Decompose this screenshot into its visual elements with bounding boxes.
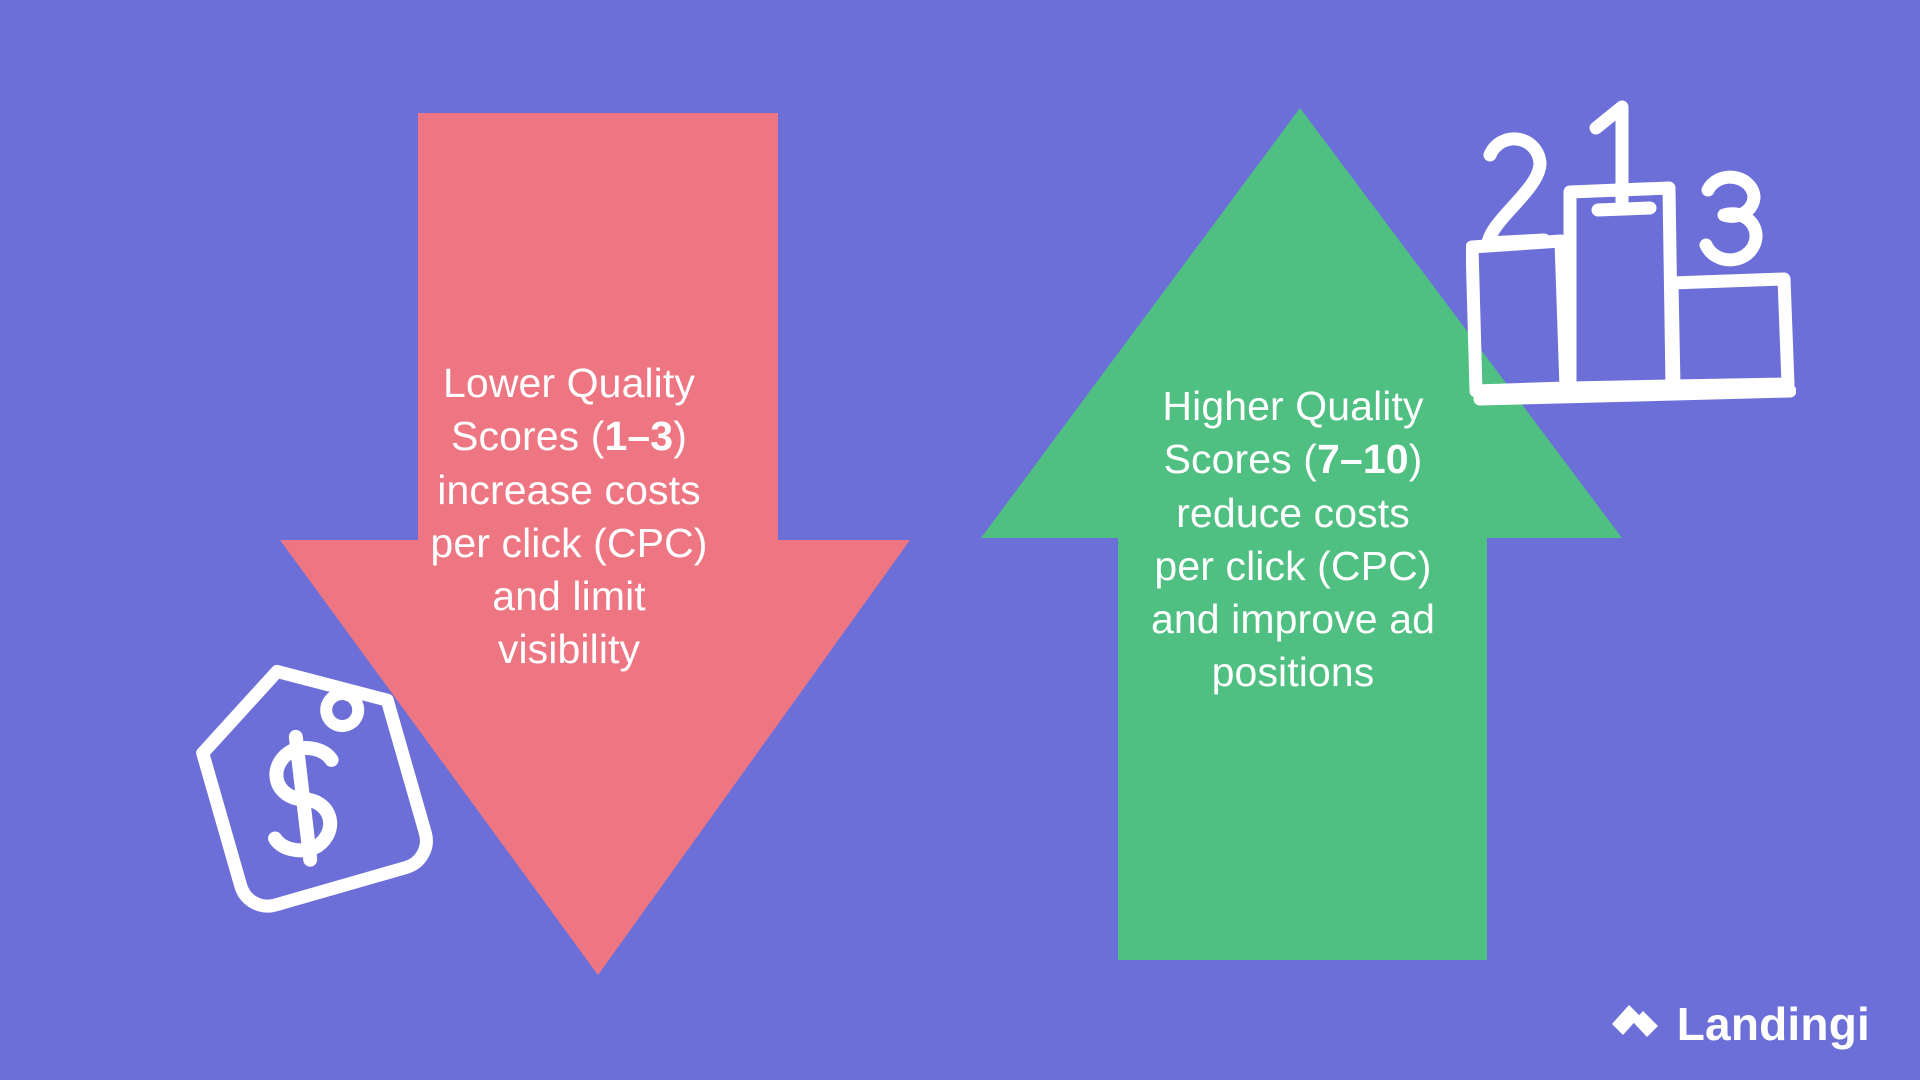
up-arrow-caption-suffix: ) reduce costs per click (CPC) and impro…	[1150, 436, 1435, 696]
down-arrow-score-range: 1–3	[604, 413, 674, 460]
podium-number-1	[1589, 100, 1657, 217]
up-arrow-score-range: 7–10	[1317, 436, 1409, 483]
podium-block-second	[1466, 234, 1573, 398]
podium-block-first	[1563, 181, 1679, 395]
podium-number-2	[1481, 132, 1551, 250]
brand-logo[interactable]: Landingi	[1609, 998, 1870, 1050]
down-arrow-caption-suffix: ) increase costs per click (CPC) and lim…	[430, 413, 708, 673]
price-tag-dollar-icon	[196, 664, 433, 913]
down-arrow-caption: Lower Quality Scores (1–3) increase cost…	[396, 357, 742, 677]
up-arrow-caption-prefix: Higher Quality Scores (	[1162, 383, 1424, 483]
winners-podium-icon	[1466, 100, 1796, 406]
down-arrow-caption-prefix: Lower Quality Scores (	[443, 360, 695, 460]
podium-block-third	[1665, 272, 1795, 393]
podium-number-3	[1699, 170, 1763, 267]
landingi-diamond-logo-icon	[1611, 1005, 1658, 1037]
brand-name: Landingi	[1676, 998, 1870, 1050]
podium-base-line	[1473, 384, 1796, 406]
price-tag-hole	[320, 688, 365, 733]
dollar-sign-stem	[288, 729, 318, 867]
price-tag-outline	[196, 664, 433, 913]
up-arrow-caption: Higher Quality Scores (7–10) reduce cost…	[1113, 380, 1473, 700]
